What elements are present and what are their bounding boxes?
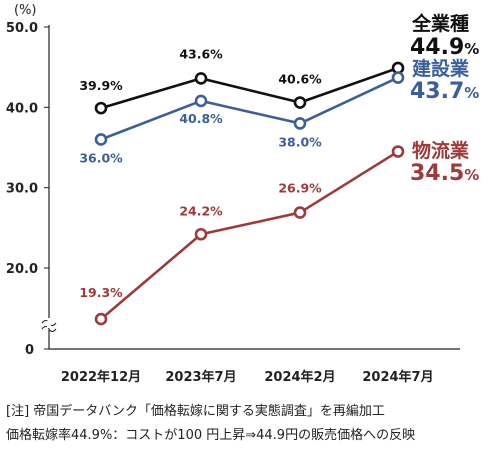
data-point — [293, 117, 307, 130]
data-label: 40.6% — [278, 72, 322, 87]
data-label: 24.2% — [179, 203, 223, 218]
x-tick-label: 2023年7月 — [165, 369, 236, 385]
series-line — [100, 76, 399, 141]
y-tick-label: 40.0 — [6, 101, 38, 116]
data-point — [391, 145, 405, 158]
chart-series: 39.9% 43.6% 40.6% 36.0% 40.8% 38.0% 19.3% 24.2%… — [79, 46, 405, 326]
x-tick-label: 2024年2月 — [264, 369, 335, 385]
data-label: 39.9% — [79, 78, 123, 93]
data-point — [94, 312, 108, 326]
series-name-label: 全業種 — [411, 12, 469, 35]
axis-break-gap — [47, 321, 51, 328]
series-line — [100, 150, 399, 321]
y-tick-label: 0 — [25, 343, 34, 358]
data-point — [293, 96, 307, 109]
data-point — [94, 133, 108, 146]
data-point — [293, 206, 307, 219]
series-end-value: 44.9% — [410, 35, 479, 60]
series-end-value: 34.5% — [410, 161, 479, 186]
y-unit-label: (%) — [14, 3, 37, 18]
explanation-note: 価格転嫁率44.9%：コストが100 円上昇⇒44.9円の販売価格への反映 — [6, 428, 416, 443]
series-line — [100, 66, 399, 110]
x-tick-label: 2024年7月 — [362, 369, 433, 385]
data-label: 38.0% — [278, 134, 322, 149]
series-name-label: 建設業 — [412, 57, 470, 80]
chart-axes: (%) 50.0 40.0 30.0 20.0 0 2022年12月 2023年7月 2024年… — [6, 3, 460, 385]
source-note: [注] 帝国データバンク「価格転嫁に関する実態調査」を再編加工 — [6, 404, 385, 419]
series-end-value: 43.7% — [410, 79, 479, 104]
data-point — [194, 72, 208, 85]
series-name-label: 物流業 — [412, 139, 470, 162]
x-tick-label: 2022年12月 — [61, 369, 141, 385]
data-label: 19.3% — [79, 285, 123, 300]
data-label: 43.6% — [179, 46, 223, 61]
data-point — [94, 101, 108, 115]
y-tick-label: 20.0 — [6, 262, 38, 277]
data-label: 26.9% — [278, 181, 322, 196]
data-point — [194, 94, 208, 108]
line-chart: (%) 50.0 40.0 30.0 20.0 0 2022年12月 2023年7月 2024年… — [6, 3, 479, 385]
data-point — [194, 227, 208, 241]
data-point — [391, 71, 405, 84]
y-tick-label: 50.0 — [6, 21, 38, 36]
data-label: 40.8% — [179, 111, 223, 126]
data-label: 36.0% — [79, 150, 123, 165]
y-tick-label: 30.0 — [6, 182, 38, 197]
